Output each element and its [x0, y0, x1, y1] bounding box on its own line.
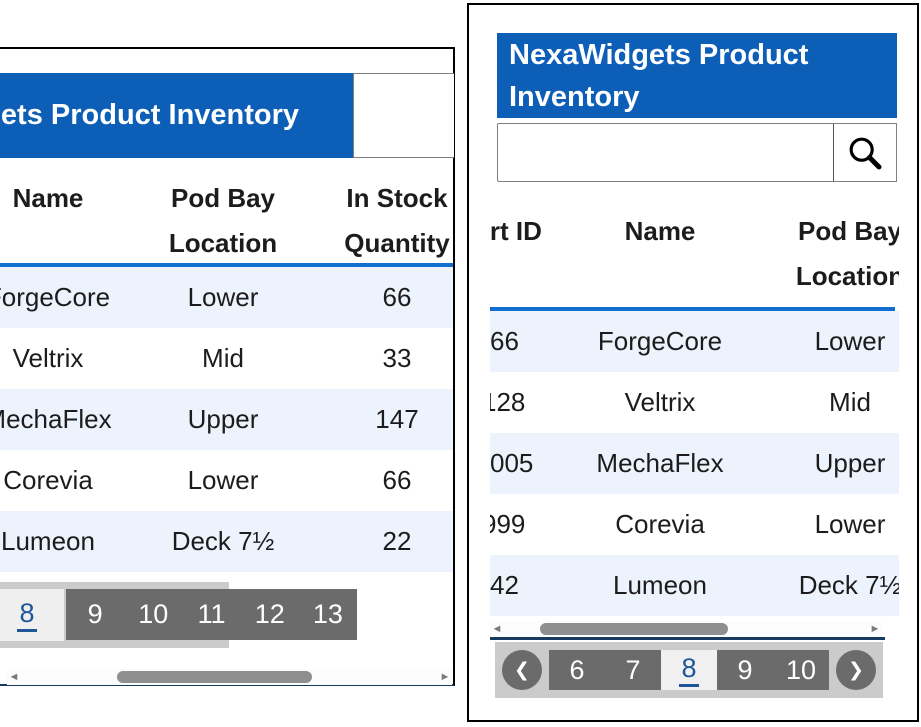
cell-part-id: 66: [490, 326, 519, 356]
table-row[interactable]: 128 Veltrix Mid: [490, 372, 899, 433]
column-header-quantity: In Stock Quantity: [344, 183, 450, 258]
table-header-row: Part ID Name Pod Bay Location: [490, 195, 899, 307]
cell-location: Deck 7½: [171, 526, 275, 556]
page-button[interactable]: 6: [569, 654, 585, 685]
page-button[interactable]: 9: [87, 599, 103, 629]
cell-location: Lower: [814, 326, 886, 356]
search-input[interactable]: [353, 73, 454, 158]
next-page-button[interactable]: ❯: [836, 650, 876, 690]
cell-quantity: 147: [375, 404, 419, 434]
cell-name: Veltrix: [624, 387, 696, 417]
previous-page-button[interactable]: ❮: [502, 650, 542, 690]
cell-quantity: 22: [382, 526, 412, 556]
scroll-right-icon[interactable]: ►: [869, 623, 881, 635]
cell-name: Corevia: [3, 465, 93, 495]
cell-part-id: 42: [490, 570, 519, 600]
table-body: 66 ForgeCore Lower 66 128 Veltrix Mid 33…: [0, 267, 453, 572]
column-header-location: Pod Bay Location: [168, 183, 278, 258]
app-title: NexaWidgets Product Inventory: [509, 39, 809, 113]
table-row[interactable]: 005 MechaFlex Upper: [490, 433, 899, 494]
column-header-name: Name: [12, 183, 84, 213]
page-current-label[interactable]: 8: [679, 653, 699, 687]
pagination-bar: 8 9 10 11 12 13: [0, 582, 357, 648]
column-header-part-id: Part ID: [490, 216, 542, 246]
scroll-left-icon[interactable]: ◄: [491, 623, 503, 635]
cell-name: MechaFlex: [0, 404, 112, 434]
cell-name: Lumeon: [1, 526, 95, 556]
cell-name: MechaFlex: [596, 448, 724, 478]
page-button[interactable]: 11: [197, 599, 226, 629]
cell-part-id: 999: [490, 509, 526, 539]
app-window-wide: NexaWidgets Product Inventory Part ID Na…: [0, 47, 455, 686]
table-row[interactable]: 999 Corevia Lower 66: [0, 450, 453, 511]
page-button[interactable]: 12: [254, 599, 285, 629]
page-button-group: 6 7: [549, 650, 661, 690]
page-button[interactable]: 7: [625, 654, 641, 685]
app-title: NexaWidgets Product Inventory: [0, 99, 300, 131]
cell-location: Deck 7½: [798, 570, 899, 600]
header-divider: [0, 263, 453, 267]
header-divider: [490, 307, 895, 311]
cell-name: Lumeon: [613, 570, 707, 600]
page-button-group: 9 10: [717, 650, 829, 690]
page-button-group: 9 10 11 12 13: [66, 589, 357, 640]
app-title-bar: NexaWidgets Product Inventory: [497, 33, 897, 118]
cell-name: ForgeCore: [597, 326, 723, 356]
scrollbar-thumb[interactable]: [540, 623, 728, 635]
page-current-label[interactable]: 8: [17, 598, 37, 632]
app-window-narrow: NexaWidgets Product Inventory Part ID Na…: [467, 3, 919, 722]
cell-location: Lower: [187, 465, 259, 495]
page-current[interactable]: 8: [661, 650, 717, 690]
page-button[interactable]: 9: [737, 654, 753, 685]
scroll-left-icon[interactable]: ◄: [8, 671, 20, 683]
search-input[interactable]: [497, 123, 833, 182]
scroll-right-icon[interactable]: ►: [439, 671, 451, 683]
search-button[interactable]: [833, 123, 897, 182]
column-header-location: Pod Bay Location: [795, 216, 899, 291]
cell-location: Upper: [814, 448, 886, 478]
chevron-right-icon: ❯: [848, 659, 864, 681]
scrollbar-thumb[interactable]: [117, 671, 312, 683]
table-row[interactable]: 42 Lumeon Deck 7½: [490, 555, 899, 616]
page-button[interactable]: 10: [138, 599, 169, 629]
table-row[interactable]: 999 Corevia Lower: [490, 494, 899, 555]
table-content: Part ID Name Pod Bay Location 66 ForgeCo…: [490, 195, 899, 622]
table-bottom-border: [490, 637, 885, 640]
table-row[interactable]: 005 MechaFlex Upper 147: [0, 389, 453, 450]
app-title-bar: NexaWidgets Product Inventory: [0, 73, 353, 158]
table-row[interactable]: 128 Veltrix Mid 33: [0, 328, 453, 389]
table-row[interactable]: 66 ForgeCore Lower 66: [0, 267, 453, 328]
cell-name: Corevia: [615, 509, 705, 539]
horizontal-scrollbar[interactable]: ◄ ►: [490, 622, 882, 636]
cell-part-id: 128: [490, 387, 526, 417]
cell-quantity: 66: [382, 282, 412, 312]
table-row[interactable]: 66 ForgeCore Lower: [490, 311, 899, 372]
table-viewport: Part ID Name Pod Bay Location 66 ForgeCo…: [490, 195, 899, 622]
cell-location: Lower: [814, 509, 886, 539]
cell-quantity: 33: [382, 343, 412, 373]
cell-location: Mid: [829, 387, 871, 417]
cell-quantity: 66: [382, 465, 412, 495]
horizontal-scrollbar[interactable]: ◄ ►: [7, 669, 452, 685]
table-row[interactable]: 42 Lumeon Deck 7½ 22: [0, 511, 453, 572]
cell-name: ForgeCore: [0, 282, 111, 312]
page-current[interactable]: 8: [0, 589, 64, 641]
column-header-name: Name: [624, 216, 696, 246]
page-button[interactable]: 10: [785, 654, 817, 685]
cell-part-id: 005: [490, 448, 534, 478]
pagination-bar: ❮ 6 7 8 9 10 ❯: [495, 642, 883, 698]
table-header-row: Part ID Name Pod Bay Location In Stock Q…: [0, 162, 482, 263]
table-body: 66 ForgeCore Lower 128 Veltrix Mid 005 M…: [490, 311, 899, 616]
cell-location: Upper: [187, 404, 259, 434]
chevron-left-icon: ❮: [514, 659, 530, 681]
cell-location: Mid: [202, 343, 244, 373]
page-button[interactable]: 13: [312, 599, 343, 629]
cell-location: Lower: [187, 282, 259, 312]
cell-name: Veltrix: [12, 343, 84, 373]
search-icon: [849, 137, 882, 169]
